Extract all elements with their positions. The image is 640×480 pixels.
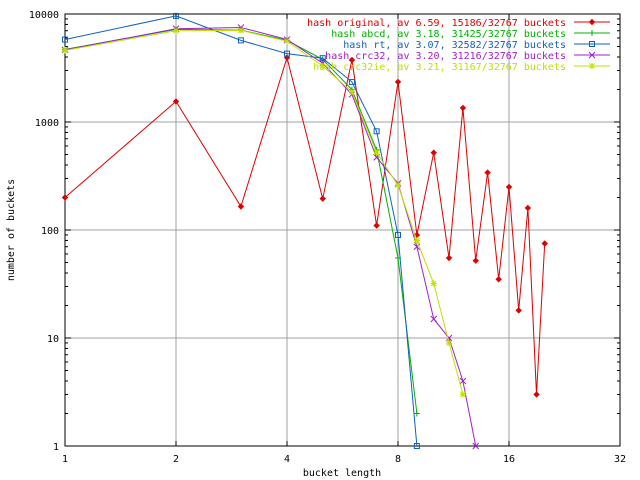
data-point: [237, 37, 244, 44]
series-line: [64, 55, 546, 395]
data-point: [515, 307, 522, 314]
y-tick-label: 10000: [29, 10, 59, 21]
legend-entry-label: hash original, av 6.59, 15186/32767 buck…: [307, 18, 566, 29]
data-point: [472, 257, 479, 264]
x-axis: 1 2 4 8 16 32: [62, 14, 626, 465]
series-line: [64, 28, 418, 414]
data-point: [505, 183, 513, 191]
y-tick-label: 1: [53, 442, 59, 453]
series-line: [64, 29, 464, 395]
x-tick-label: 1: [62, 454, 68, 465]
data-point: [319, 63, 326, 70]
data-point: [459, 104, 467, 112]
y-tick-label: 10: [47, 334, 59, 345]
x-tick-label: 32: [614, 454, 626, 465]
data-point: [413, 237, 420, 244]
data-point: [373, 128, 380, 135]
data-point: [524, 204, 532, 212]
data-point: [62, 36, 68, 43]
data-point: [430, 315, 438, 323]
data-point: [373, 149, 380, 156]
data-point: [373, 222, 380, 229]
legend-entry-label: hash rt, av 3.07, 32582/32767 buckets: [343, 40, 566, 51]
data-point: [588, 18, 596, 26]
y-tick-label: 100: [41, 226, 59, 237]
x-tick-label: 4: [284, 454, 290, 465]
legend-entry-label: hash crc32ie, av 3.21, 31167/32767 bucke…: [313, 62, 566, 73]
data-point: [533, 391, 540, 398]
data-point: [62, 47, 68, 54]
data-point: [172, 98, 180, 105]
data-point: [413, 410, 420, 417]
x-axis-label: bucket length: [303, 468, 381, 479]
legend-entry-label: hash abcd, av 3.18, 31425/32767 buckets: [331, 29, 566, 40]
data-point: [348, 56, 356, 64]
data-point: [445, 339, 452, 346]
series-line: [64, 15, 418, 447]
data-point: [589, 30, 595, 36]
series-1: [61, 54, 548, 398]
data-point: [472, 442, 480, 450]
data-point: [61, 194, 69, 201]
data-point: [173, 12, 179, 19]
data-point: [459, 377, 467, 385]
data-point: [430, 149, 437, 156]
data-point: [395, 182, 401, 189]
data-point: [541, 240, 548, 247]
series-2: [62, 26, 420, 417]
legend: hash original, av 6.59, 15186/32767 buck…: [307, 18, 610, 73]
data-point: [319, 55, 326, 62]
series-3: [62, 12, 420, 449]
data-point: [237, 203, 245, 210]
data-point: [237, 27, 244, 34]
data-point: [588, 51, 596, 59]
data-point: [495, 276, 502, 283]
data-point: [430, 280, 437, 287]
data-point: [484, 169, 491, 176]
data-point: [445, 254, 453, 262]
series-line: [64, 26, 477, 447]
data-point: [319, 195, 326, 202]
y-axis-label: number of buckets: [6, 179, 17, 281]
data-point: [284, 38, 290, 45]
x-tick-label: 16: [503, 454, 515, 465]
y-axis: 1 10 100 1000 10000: [29, 10, 620, 453]
data-point: [459, 391, 466, 398]
y-tick-label: 1000: [35, 118, 59, 129]
data-point: [284, 50, 290, 57]
series-5: [62, 27, 466, 398]
data-point: [395, 231, 401, 238]
data-point: [589, 41, 595, 47]
data-point: [348, 78, 355, 85]
x-tick-label: 8: [395, 454, 401, 465]
data-point: [173, 27, 179, 34]
data-point: [348, 88, 355, 95]
data-point: [413, 443, 420, 449]
data-point: [394, 78, 402, 86]
data-point: [283, 54, 291, 61]
x-tick-label: 2: [173, 454, 179, 465]
legend-entry-label: hash crc32, av 3.20, 31216/32767 buckets: [325, 51, 566, 62]
data-point: [589, 63, 595, 69]
series-group: [61, 12, 548, 450]
